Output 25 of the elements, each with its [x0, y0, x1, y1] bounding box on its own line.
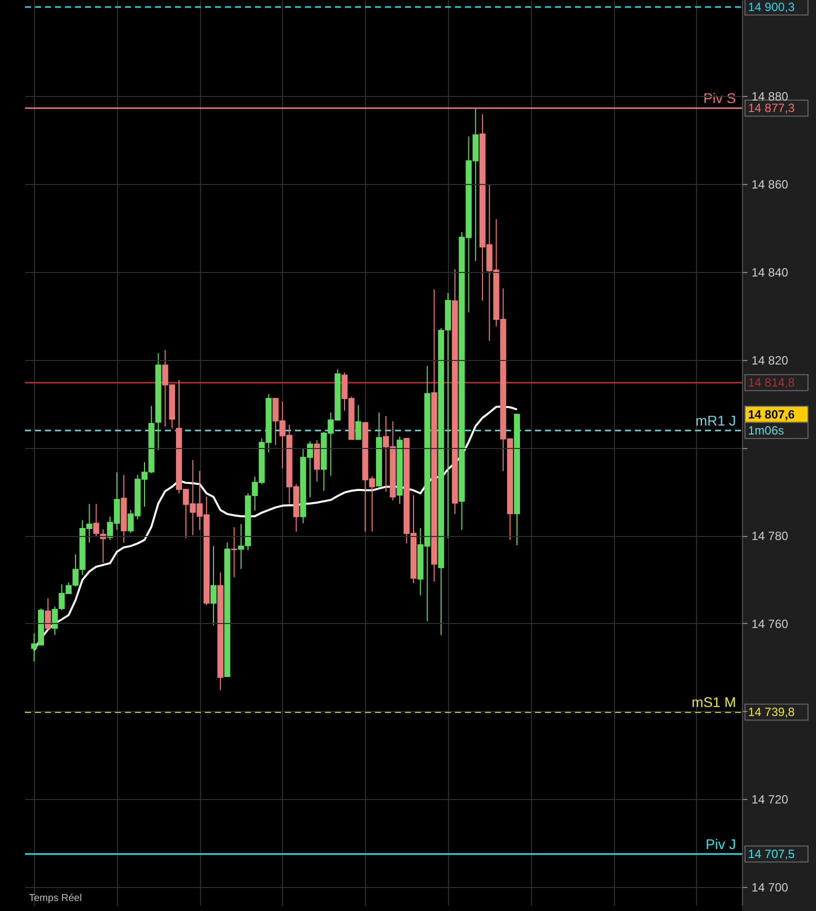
ref-line-label: mR1 J [696, 412, 736, 429]
ref-line-label: Piv J [706, 836, 736, 852]
ref-line-label: mS1 M [692, 694, 736, 710]
candlestick [231, 526, 238, 578]
y-tick-label: 14 840 [752, 265, 789, 280]
y-tick-label: 14 700 [752, 880, 789, 894]
line-series [33, 406, 518, 652]
candlestick [355, 404, 362, 440]
y-tick-label: 14 880 [752, 90, 789, 104]
candlestick [44, 598, 51, 630]
text: 14 707,5 [748, 847, 796, 862]
text: 14 807,6 [748, 407, 796, 422]
annotation: Temps Réel [29, 893, 82, 904]
y-tick-label: 14 780 [752, 529, 789, 544]
candlestick [52, 606, 58, 636]
candlestick [210, 546, 216, 626]
y-tick-label: 14 720 [752, 792, 789, 807]
y-tick-label: 14 860 [752, 178, 789, 192]
y-tick-label: 14 760 [752, 616, 789, 631]
text: 14 900,3 [748, 0, 796, 14]
text: 14 739,8 [748, 705, 796, 720]
text: 14 814,8 [748, 376, 796, 390]
text: 14 877,3 [748, 101, 796, 116]
text: 1m06s [748, 424, 784, 438]
y-tick-label: 14 820 [752, 353, 789, 368]
